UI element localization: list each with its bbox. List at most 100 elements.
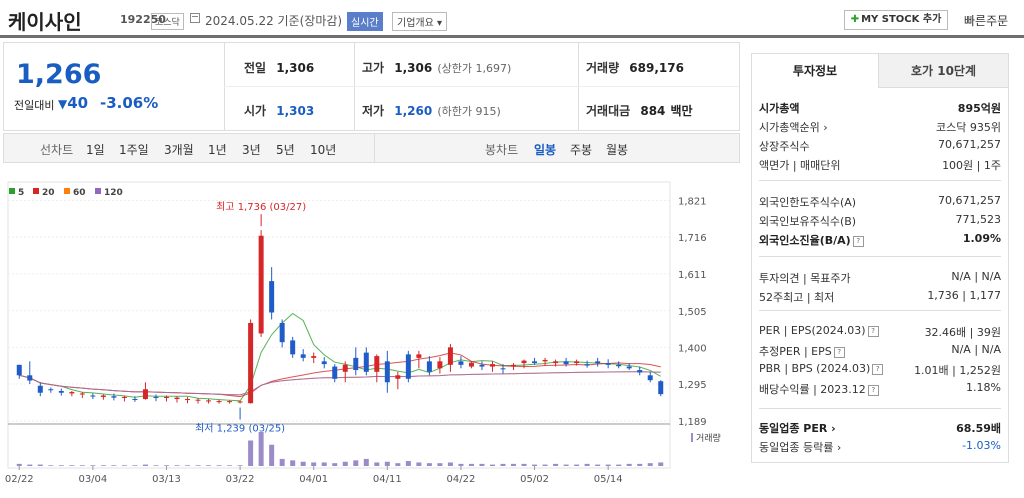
candle-body [500, 368, 506, 370]
volume-bar [79, 465, 85, 466]
candle-body [511, 364, 517, 367]
volume-bar [37, 464, 43, 466]
info-label: 52주최고 | 최저 [759, 291, 835, 304]
volume-bar [132, 465, 138, 466]
help-icon[interactable]: ? [867, 326, 879, 337]
period-5y[interactable]: 5년 [276, 143, 295, 157]
y-tick-label: 1,295 [678, 380, 707, 391]
candle-daily[interactable]: 일봉 [534, 143, 557, 157]
volume-bar [489, 464, 495, 466]
legend-label: 20 [42, 188, 55, 198]
volume-label: 거래량 [696, 432, 721, 444]
info-label: 상장주식수 [759, 140, 810, 153]
candle-body [90, 395, 96, 397]
info-row: 외국인한도주식수(A) 70,671,257 [759, 194, 1001, 212]
help-icon[interactable]: ? [867, 385, 879, 396]
price-chart[interactable]: 1,821 1,716 1,611 1,505 1,400 1,295 1,189 5 20 60… [3, 168, 740, 494]
volume: 거래량 689,176 [586, 61, 684, 75]
info-value: N/A | N/A [951, 270, 1001, 283]
candle-body [458, 361, 464, 365]
volume-bar [332, 463, 338, 466]
candle-body [468, 362, 474, 367]
company-overview-dropdown[interactable]: 기업개요 ▾ [392, 12, 447, 31]
candle-body [363, 352, 369, 372]
min-annotation: 최저 1,239 (03/25) [195, 423, 285, 435]
mystock-add-button[interactable]: ✚ MY STOCK 추가 [844, 10, 948, 30]
candle-body [626, 366, 632, 369]
info-label: 동일업종 등락률 › [759, 441, 842, 454]
high-price: 고가 1,306 (상한가 1,697) [362, 61, 512, 75]
candle-body [353, 357, 359, 371]
volume-bar [595, 464, 601, 466]
volume-bar [153, 465, 159, 466]
volume-bar [311, 462, 317, 466]
change-percent: -3.06% [100, 94, 159, 112]
x-tick-label: 04/01 [299, 474, 328, 485]
info-label: 배당수익률 | 2023.12? [759, 381, 879, 397]
candle-body [185, 399, 191, 401]
info-row: 상장주식수 70,671,257 [759, 138, 1001, 156]
volume-bar [227, 465, 233, 466]
candle-weekly[interactable]: 주봉 [570, 143, 593, 157]
candle-body [37, 385, 43, 393]
period-1w[interactable]: 1주일 [119, 143, 149, 157]
volume-bar [384, 461, 390, 466]
info-value: 895억원 [957, 102, 1001, 115]
volume-bar [458, 463, 464, 466]
candle-body [437, 361, 443, 369]
candle-body [637, 370, 643, 373]
candle-body [132, 399, 138, 401]
volume-legend-swatch [691, 433, 693, 442]
candle-body [290, 340, 296, 355]
volume-bar [195, 465, 201, 466]
help-icon[interactable]: ? [833, 347, 845, 358]
ma-line-120 [19, 371, 661, 396]
date-text: 2024.05.22 기준(장마감) [205, 14, 343, 28]
open-price: 시가 1,303 [244, 104, 315, 118]
tab-investment-info[interactable]: 투자정보 [752, 54, 879, 88]
quick-order-button[interactable]: 빠른주문 [964, 14, 1009, 28]
candle-chart-label: 봉차트 [485, 143, 519, 157]
realtime-button[interactable]: 실시간 [347, 12, 383, 31]
info-value: 코스닥 935위 [936, 121, 1001, 134]
x-tick-label: 03/22 [226, 474, 255, 485]
candle-body [426, 361, 432, 372]
chart-svg: 1,821 1,716 1,611 1,505 1,400 1,295 1,189 5 20 60… [5, 181, 721, 485]
info-value: 1.01배 | 1,252원 [914, 364, 1001, 377]
volume-bar [532, 464, 538, 466]
legend-swatch [9, 188, 15, 194]
price-summary: 1,266 전일대비 ▼40 -3.06% 전일 1,306 고가 1,306 … [3, 42, 740, 131]
volume-bar [626, 463, 632, 466]
info-value: 1,736 | 1,177 [927, 289, 1001, 302]
period-3m[interactable]: 3개월 [164, 143, 194, 157]
plot-frame [7, 181, 671, 469]
info-row: 투자의견 | 목표주가 N/A | N/A [759, 270, 1001, 288]
candle-body [142, 389, 148, 400]
period-10y[interactable]: 10년 [310, 143, 337, 157]
period-3y[interactable]: 3년 [242, 143, 261, 157]
period-1y[interactable]: 1년 [208, 143, 227, 157]
candle-body [163, 396, 169, 398]
volume-bar [647, 463, 653, 466]
candle-body [237, 401, 243, 403]
candle-body [595, 361, 601, 364]
volume-bar [542, 464, 548, 466]
divider [759, 180, 1001, 181]
candle-monthly[interactable]: 월봉 [606, 143, 629, 157]
candle-body [332, 366, 338, 379]
volume-bar [479, 463, 485, 466]
help-icon[interactable]: ? [852, 236, 864, 247]
tab-orderbook[interactable]: 호가 10단계 [879, 54, 1008, 88]
candle-body [79, 393, 85, 395]
volume-bar [500, 463, 506, 466]
volume-bar [374, 462, 380, 466]
change-label: 전일대비 [14, 99, 55, 112]
period-1d[interactable]: 1일 [86, 143, 105, 157]
help-icon[interactable]: ? [872, 364, 884, 375]
candle-body [395, 375, 401, 379]
info-label: PER | EPS(2024.03)? [759, 324, 879, 337]
candle-body [584, 364, 590, 366]
stock-code: 192250 [120, 13, 166, 26]
low-price: 저가 1,260 (하한가 915) [362, 104, 501, 118]
candle-body [27, 375, 33, 381]
